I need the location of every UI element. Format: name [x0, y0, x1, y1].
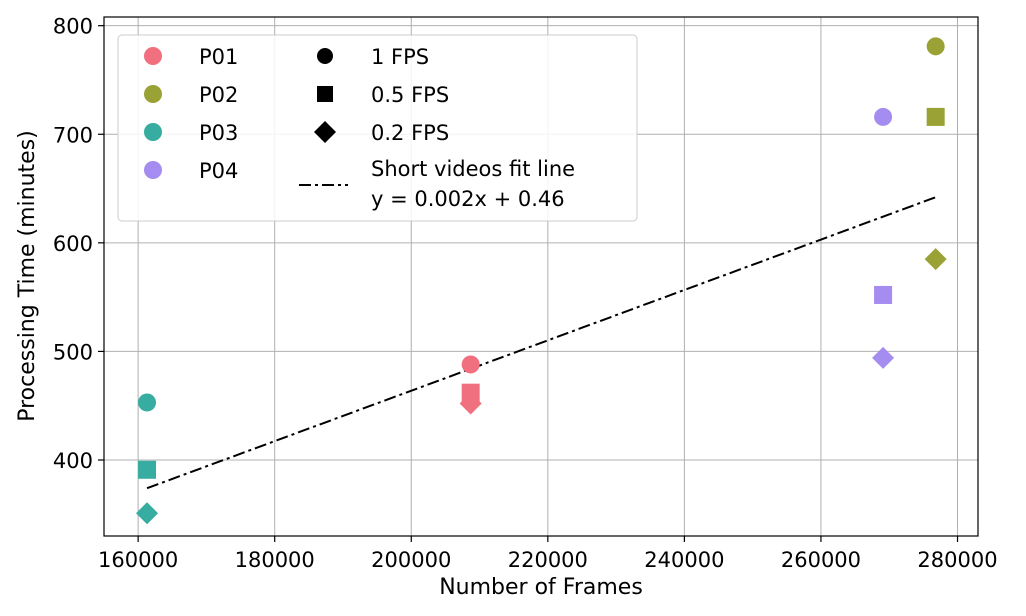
x-tick-label: 200000 [371, 548, 451, 572]
point-p02-square [926, 107, 945, 126]
point-p04-diamond [872, 346, 895, 369]
point-p02-diamond [924, 248, 947, 271]
point-p02-circle [926, 37, 945, 56]
point-p01-diamond [459, 392, 482, 415]
x-axis-ticks: 160000 180000 200000 220000 240000 260000 2800… [98, 536, 998, 572]
plot-frame [103, 16, 979, 537]
legend-swatch-p03 [144, 123, 162, 141]
legend-label-02fps: 0.2 FPS [371, 121, 449, 145]
y-axis-ticks: 400 500 600 700 800 [53, 15, 104, 473]
data-points [136, 37, 947, 525]
legend-swatch-p01 [144, 47, 162, 65]
legend-label-fit-equation: y = 0.002x + 0.46 [371, 187, 565, 211]
point-p03-square [138, 460, 157, 479]
legend-label-p04: P04 [199, 159, 238, 183]
y-tick-label: 400 [53, 449, 93, 473]
legend-label-p03: P03 [199, 121, 238, 145]
point-p04-circle [874, 107, 893, 126]
y-tick-label: 800 [53, 15, 93, 39]
legend-marker-square [317, 86, 333, 102]
legend-label-1fps: 1 FPS [371, 45, 429, 69]
legend-marker-circle [317, 48, 333, 64]
legend-box [117, 34, 638, 222]
point-p04-square [874, 285, 893, 304]
y-tick-label: 500 [53, 340, 93, 364]
fit-line [146, 196, 937, 490]
x-tick-label: 260000 [781, 548, 861, 572]
legend-swatch-p04 [144, 161, 162, 179]
legend-label-p01: P01 [199, 45, 238, 69]
point-p03-circle [138, 393, 157, 412]
fit-line-layer [146, 196, 937, 490]
legend: P01 P02 P03 P04 1 FPS 0.5 FPS 0.2 FPS Sh… [117, 34, 638, 222]
y-tick-label: 700 [53, 123, 93, 147]
x-tick-label: 220000 [508, 548, 588, 572]
x-tick-label: 280000 [917, 548, 997, 572]
legend-label-p02: P02 [199, 83, 238, 107]
x-tick-label: 160000 [98, 548, 178, 572]
y-tick-label: 600 [53, 232, 93, 256]
point-p01-circle [461, 355, 480, 374]
legend-label-fit-line: Short videos fit line [371, 157, 575, 181]
legend-marker-diamond [314, 121, 336, 143]
y-axis-title: Processing Time (minutes) [15, 130, 40, 422]
x-axis-title: Number of Frames [439, 575, 643, 600]
point-p03-diamond [136, 502, 159, 525]
x-tick-label: 240000 [644, 548, 724, 572]
legend-label-05fps: 0.5 FPS [371, 83, 449, 107]
legend-swatch-p02 [144, 85, 162, 103]
x-tick-label: 180000 [235, 548, 315, 572]
